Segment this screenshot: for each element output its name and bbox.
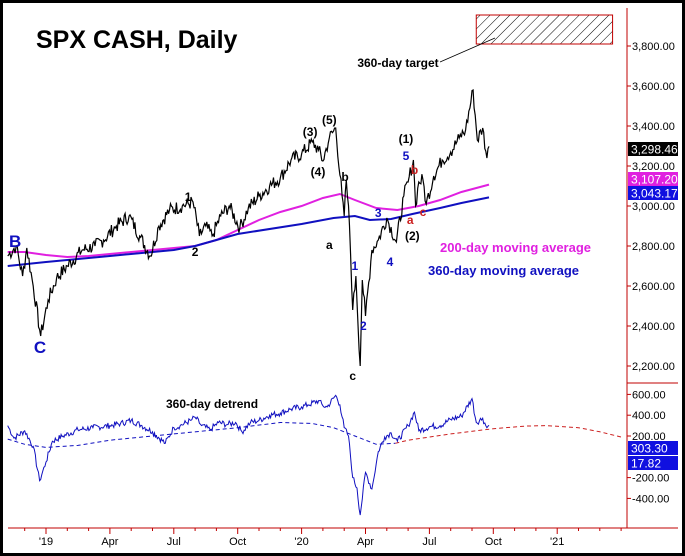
detrend-line xyxy=(7,394,490,516)
ma200-line xyxy=(7,183,490,259)
value-tag: 3,298.46 xyxy=(631,143,678,157)
wave-label: C xyxy=(34,338,46,357)
price-tick-label: 3,200.00 xyxy=(632,161,675,173)
price-tick-label: 2,600.00 xyxy=(632,281,675,293)
wave-label: 4 xyxy=(387,255,394,269)
wave-label: 2 xyxy=(192,245,199,259)
price-tick-label: 3,000.00 xyxy=(632,201,675,213)
x-tick-label: Oct xyxy=(485,536,502,548)
target-leader-line xyxy=(439,37,496,63)
price-tick-label: 3,800.00 xyxy=(632,41,675,53)
price-tick-label: 2,400.00 xyxy=(632,321,675,333)
x-tick-label: '19 xyxy=(39,536,53,548)
wave-label: (4) xyxy=(311,165,326,179)
x-tick-label: Apr xyxy=(357,536,374,548)
wave-label: 5 xyxy=(403,149,410,163)
wave-label: a xyxy=(326,238,333,252)
value-tag-bg xyxy=(628,142,678,156)
price-tick-label: 3,400.00 xyxy=(632,121,675,133)
wave-label: c xyxy=(420,205,427,219)
value-tag-bg xyxy=(628,441,678,455)
wave-label: (2) xyxy=(405,229,420,243)
legend-360ma: 360-day moving average xyxy=(428,263,579,278)
wave-label: (1) xyxy=(399,132,414,146)
target-zone xyxy=(475,14,614,45)
price-tick-label: 2,800.00 xyxy=(632,241,675,253)
detrend-tick-label: 400.00 xyxy=(632,410,666,422)
detrend-cycle-projection xyxy=(395,425,622,444)
spx-price-line xyxy=(7,89,490,367)
target-label: 360-day target xyxy=(357,56,438,70)
wave-label: 3 xyxy=(375,206,382,220)
detrend-label: 360-day detrend xyxy=(166,397,258,411)
detrend-tick-label: 200.00 xyxy=(632,431,666,443)
wave-label: b xyxy=(341,170,348,184)
detrend-tick-label: -200.00 xyxy=(632,473,669,485)
x-tick-label: '21 xyxy=(550,536,564,548)
value-tag-bg xyxy=(628,172,678,186)
x-tick-label: '20 xyxy=(294,536,308,548)
wave-label: b xyxy=(411,163,418,177)
value-tag-bg xyxy=(628,456,678,470)
price-tick-label: 2,200.00 xyxy=(632,361,675,373)
value-tag: 3,107.20 xyxy=(631,173,678,187)
detrend-tick-label: 600.00 xyxy=(632,389,666,401)
wave-label: 1 xyxy=(185,190,192,204)
wave-label: 1 xyxy=(352,259,359,273)
detrend-tick-label: -400.00 xyxy=(632,493,669,505)
x-tick-label: Apr xyxy=(101,536,118,548)
value-tag-bg xyxy=(628,186,678,200)
chart-title: SPX CASH, Daily xyxy=(36,26,238,54)
ma360-line xyxy=(7,196,490,267)
wave-label: (3) xyxy=(303,125,318,139)
price-tick-label: 3,600.00 xyxy=(632,81,675,93)
wave-label: a xyxy=(407,213,414,227)
x-tick-label: Jul xyxy=(422,536,436,548)
x-tick-label: Oct xyxy=(229,536,246,548)
wave-label: c xyxy=(349,369,356,383)
wave-label: B xyxy=(9,232,21,251)
x-tick-label: Jul xyxy=(167,536,181,548)
value-tag: 3,043.17 xyxy=(631,187,678,201)
value-tag: 303.30 xyxy=(631,442,668,456)
legend-200ma: 200-day moving average xyxy=(440,240,591,255)
wave-label: (5) xyxy=(322,113,337,127)
value-tag: 17.82 xyxy=(631,457,661,471)
wave-label: 2 xyxy=(360,319,367,333)
